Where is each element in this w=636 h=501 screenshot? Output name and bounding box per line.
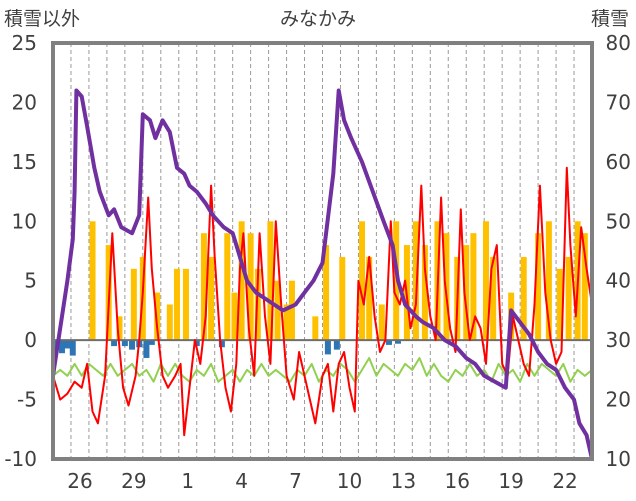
right-tick-label: 70 (606, 90, 631, 114)
right-tick-label: 80 (606, 31, 631, 55)
x-tick-label: 26 (67, 469, 92, 493)
right-tick-label: 20 (606, 388, 631, 412)
negative-bar (385, 340, 392, 345)
precip-bar (482, 221, 489, 341)
x-tick-label: 16 (445, 469, 470, 493)
x-tick-label: 13 (391, 469, 416, 493)
precip-bar (581, 233, 588, 341)
left-tick-label: 20 (12, 90, 37, 114)
negative-bar (218, 340, 225, 348)
negative-bar (324, 340, 331, 355)
x-tick-label: 22 (552, 469, 577, 493)
negative-bar (121, 340, 128, 347)
negative-bar (111, 340, 118, 347)
plot-frame (51, 41, 594, 461)
precip-bar (412, 221, 419, 341)
left-tick-labels: -10 -5 0 5 10 15 20 25 (4, 31, 37, 471)
precip-bar (443, 233, 450, 341)
precip-bar (130, 268, 137, 341)
precip-bar (470, 233, 477, 341)
right-tick-label: 30 (606, 328, 631, 352)
precip-bar (154, 292, 161, 341)
x-tick-label: 4 (235, 469, 248, 493)
x-tick-label: 1 (181, 469, 194, 493)
right-axis-label: 積雪 (591, 8, 629, 30)
precip-bar (274, 280, 281, 341)
precip-bar (520, 256, 527, 341)
precip-bar (89, 221, 96, 341)
precip-bar (200, 233, 207, 341)
precip-bar (224, 233, 231, 341)
negative-bar (148, 340, 155, 345)
precip-bar (366, 256, 373, 341)
precip-bar (339, 256, 346, 341)
precip-bar (556, 268, 563, 341)
temp_max-line (52, 166, 593, 437)
x-tick-labels: 26 29 1 4 7 10 13 16 19 22 (67, 469, 578, 493)
precip-bar (166, 304, 173, 341)
precip-bar (535, 233, 542, 341)
left-tick-label: 0 (24, 328, 37, 352)
precip-bar (378, 304, 385, 341)
precip-bar (323, 245, 330, 341)
chart-title: みなかみ (280, 8, 356, 30)
snow_depth-line (51, 88, 594, 460)
negative-bar (58, 340, 65, 354)
left-tick-label: -10 (4, 447, 37, 471)
left-tick-label: 25 (12, 31, 37, 55)
precip-bar (312, 316, 319, 341)
x-tick-label: 7 (289, 469, 302, 493)
precip-bar (490, 256, 497, 341)
right-tick-label: 10 (606, 447, 631, 471)
left-tick-label: -5 (17, 388, 37, 412)
negative-bar (394, 340, 401, 344)
precip-bar (463, 245, 470, 341)
right-tick-label: 60 (606, 150, 631, 174)
x-tick-label: 10 (337, 469, 362, 493)
negative-bar (69, 340, 76, 356)
left-tick-label: 5 (24, 269, 37, 293)
negative-bar (64, 340, 71, 349)
precip-bar (359, 221, 366, 341)
precip-bar (231, 292, 238, 341)
right-tick-label: 50 (606, 209, 631, 233)
left-tick-label: 10 (12, 209, 37, 233)
x-tick-label: 29 (121, 469, 146, 493)
precip-bar (288, 280, 295, 341)
right-tick-label: 40 (606, 269, 631, 293)
negative-bar (129, 340, 136, 350)
right-tick-labels: 10 20 30 40 50 60 70 80 (606, 31, 631, 471)
precip-bar (173, 268, 180, 341)
precip-bar (565, 256, 572, 341)
x-tick-label: 19 (498, 469, 523, 493)
negative-bar (333, 340, 340, 350)
left-tick-label: 15 (12, 150, 37, 174)
precip-bar (208, 256, 215, 341)
negative-bar (143, 340, 150, 358)
precip-bar (267, 221, 274, 341)
negative-bar (193, 340, 200, 347)
precip-bar (421, 245, 428, 341)
left-axis-label: 積雪以外 (4, 8, 80, 30)
precip-bar (238, 221, 245, 341)
series-lines (51, 88, 594, 460)
precip-bar (283, 304, 290, 341)
precip-bar (545, 221, 552, 341)
precip-bar (116, 316, 123, 341)
precip-bar (182, 268, 189, 341)
